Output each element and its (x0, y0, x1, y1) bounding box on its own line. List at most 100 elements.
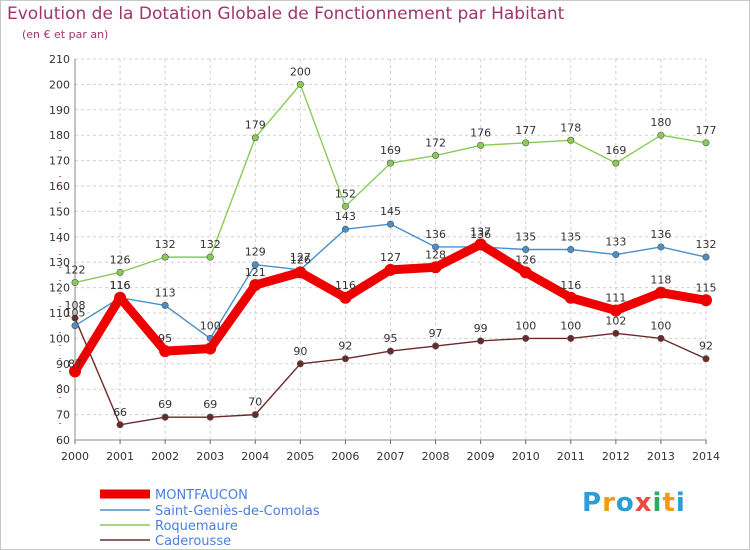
data-point (159, 345, 172, 358)
x-tick-label: 2009 (467, 450, 495, 463)
data-point (249, 279, 262, 292)
logo-letter: P (582, 488, 603, 518)
data-label: 143 (335, 210, 356, 223)
data-label: 87 (68, 357, 82, 370)
data-point (657, 334, 665, 342)
chart-title: Evolution de la Dotation Globale de Fonc… (7, 4, 565, 24)
y-tick-label: 70 (56, 409, 70, 422)
data-label: 132 (155, 238, 176, 251)
data-label: 108 (65, 299, 86, 312)
data-label: 126 (110, 253, 131, 266)
data-label: 176 (470, 126, 491, 139)
data-label: 136 (470, 228, 491, 241)
data-label: 180 (650, 116, 671, 129)
data-label: 133 (605, 236, 626, 249)
data-point (522, 246, 530, 254)
data-point (432, 152, 440, 160)
data-point (654, 286, 667, 299)
data-label: 70 (248, 396, 262, 409)
y-tick-label: 90 (56, 358, 70, 371)
data-label: 99 (474, 322, 488, 335)
x-tick-label: 2013 (647, 450, 675, 463)
data-point (384, 263, 397, 276)
y-tick-label: 160 (49, 180, 70, 193)
data-label: 100 (515, 319, 536, 332)
data-point (294, 266, 307, 279)
data-point (206, 413, 214, 421)
data-point (702, 139, 710, 147)
logo-letter: i (675, 488, 686, 518)
data-point (341, 202, 349, 210)
data-point (567, 246, 575, 254)
y-tick-label: 110 (49, 307, 70, 320)
data-point (341, 225, 349, 233)
proxiti-logo: Proxiti (582, 488, 686, 518)
data-point (161, 413, 169, 421)
data-label: 145 (380, 205, 401, 218)
logo-letter: o (615, 488, 635, 518)
data-label: 92 (338, 340, 352, 353)
data-label: 177 (515, 124, 536, 137)
x-tick-label: 2011 (557, 450, 585, 463)
data-point (702, 253, 710, 261)
data-point (71, 322, 79, 330)
data-point (612, 251, 620, 259)
data-point (71, 279, 79, 287)
data-point (386, 159, 394, 167)
legend-label-2: Roquemaure (155, 519, 238, 534)
data-point (161, 253, 169, 261)
y-tick-label: 150 (49, 205, 70, 218)
x-tick-label: 2007 (377, 450, 405, 463)
data-point (114, 291, 127, 304)
data-label: 136 (425, 228, 446, 241)
data-label: 116 (110, 279, 131, 292)
data-label: 137 (470, 225, 491, 238)
x-tick-label: 2014 (692, 450, 720, 463)
data-label: 69 (203, 398, 217, 411)
data-label: 127 (290, 251, 311, 264)
data-label: 132 (200, 238, 221, 251)
data-point (341, 355, 349, 363)
logo-letter: t (662, 488, 676, 518)
data-point (386, 347, 394, 355)
data-label: 128 (425, 248, 446, 261)
data-point (251, 411, 259, 419)
data-point (612, 159, 620, 167)
y-tick-label: 120 (49, 282, 70, 295)
y-tick-label: 180 (49, 129, 70, 142)
data-label: 97 (429, 327, 443, 340)
data-label: 116 (560, 279, 581, 292)
data-label: 113 (155, 286, 176, 299)
data-label: 115 (696, 281, 717, 294)
x-tick-label: 2012 (602, 450, 630, 463)
data-point (612, 329, 620, 337)
data-point (657, 131, 665, 139)
x-tick-label: 2002 (151, 450, 179, 463)
data-label: 100 (560, 319, 581, 332)
data-label: 69 (158, 398, 172, 411)
data-label: 122 (65, 264, 86, 277)
data-label: 116 (335, 279, 356, 292)
x-tick-label: 2001 (106, 450, 134, 463)
data-label: 126 (290, 253, 311, 266)
data-point (69, 365, 81, 378)
x-tick-label: 2005 (286, 450, 314, 463)
x-tick-label: 2003 (196, 450, 224, 463)
logo-letter: i (652, 488, 663, 518)
legend-label-1: Saint-Geniès-de-Comolas (155, 504, 320, 519)
y-tick-label: 130 (49, 256, 70, 269)
data-label: 200 (290, 65, 311, 78)
y-tick-label: 210 (49, 53, 70, 66)
y-tick-label: 80 (56, 383, 70, 396)
data-point (204, 342, 217, 355)
data-label: 132 (696, 238, 717, 251)
data-label: 95 (384, 332, 398, 345)
data-label: 135 (560, 231, 581, 244)
data-point (432, 243, 440, 251)
x-tick-label: 2000 (61, 450, 89, 463)
data-label: 126 (515, 253, 536, 266)
plot-area (75, 59, 706, 440)
data-label: 95 (158, 332, 172, 345)
data-point (477, 141, 485, 149)
